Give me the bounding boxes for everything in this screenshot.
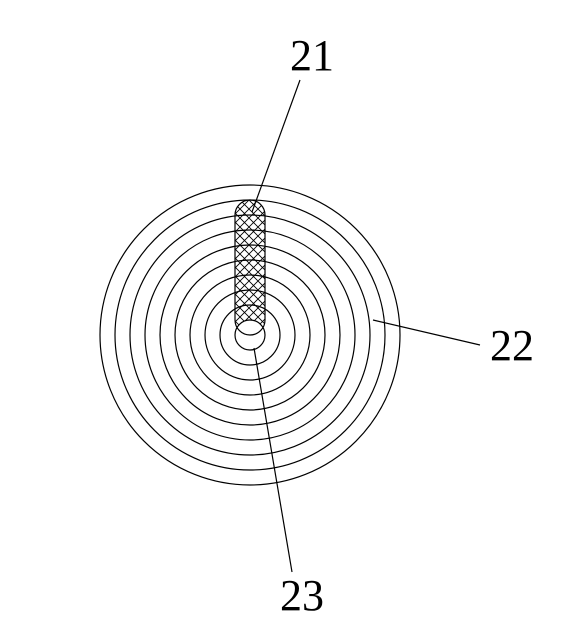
label-23: 23 xyxy=(280,571,324,620)
slot-crosshatch xyxy=(40,180,458,355)
figure-svg: 21 22 23 xyxy=(0,0,579,642)
label-22: 22 xyxy=(490,321,534,370)
label-21: 21 xyxy=(290,31,334,80)
labels: 21 22 23 xyxy=(280,31,534,620)
